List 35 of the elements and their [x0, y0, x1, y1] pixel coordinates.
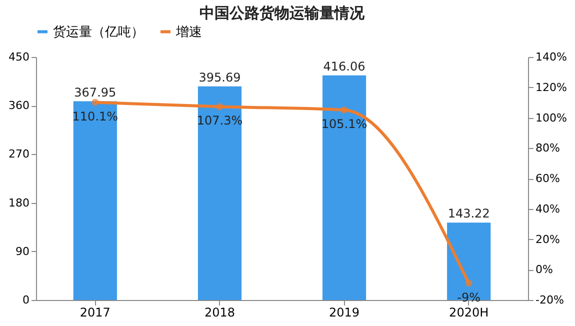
point: [340, 106, 348, 114]
y2-tick-label: 80%: [536, 142, 560, 155]
data-label: 143.22: [448, 206, 490, 221]
y2-tick-label: 140%: [536, 50, 567, 64]
data-label: -9%: [457, 290, 481, 304]
y2-tick-label: 120%: [536, 80, 567, 94]
y-tick-label: 180: [8, 196, 30, 210]
y2-tick-label: 20%: [536, 232, 560, 246]
y-tick-label: 90: [16, 244, 30, 258]
y-tick-label: 360: [8, 99, 30, 112]
bar: [198, 86, 242, 300]
legend-label: 增速: [175, 24, 202, 40]
data-label: 416.06: [323, 59, 366, 74]
legend-label: 货运量（亿吨）: [53, 24, 144, 40]
y-tick-label: 270: [8, 148, 30, 161]
y-tick-label: 450: [8, 50, 30, 64]
data-label: 367.95: [74, 85, 116, 100]
x-tick-label: 2019: [329, 306, 360, 320]
x-tick-label: 2018: [204, 306, 235, 320]
bar: [73, 101, 117, 300]
x-tick-label: 2017: [80, 306, 110, 320]
bar: [447, 222, 491, 300]
data-label: 395.69: [198, 70, 241, 84]
y2-tick-label: 40%: [536, 202, 560, 216]
point: [216, 103, 224, 110]
point: [465, 280, 472, 287]
x-tick-label: 2020H: [449, 306, 489, 320]
point: [92, 98, 99, 106]
y2-tick-label: 0%: [536, 263, 553, 276]
chart-title: 中国公路货物运输量情况: [200, 4, 366, 22]
bar: [322, 75, 366, 300]
y2-tick-label: 60%: [536, 172, 560, 185]
y2-tick-label: -20%: [536, 294, 564, 306]
y2-tick-label: 100%: [536, 111, 567, 124]
y-tick-label: 0: [22, 294, 30, 306]
